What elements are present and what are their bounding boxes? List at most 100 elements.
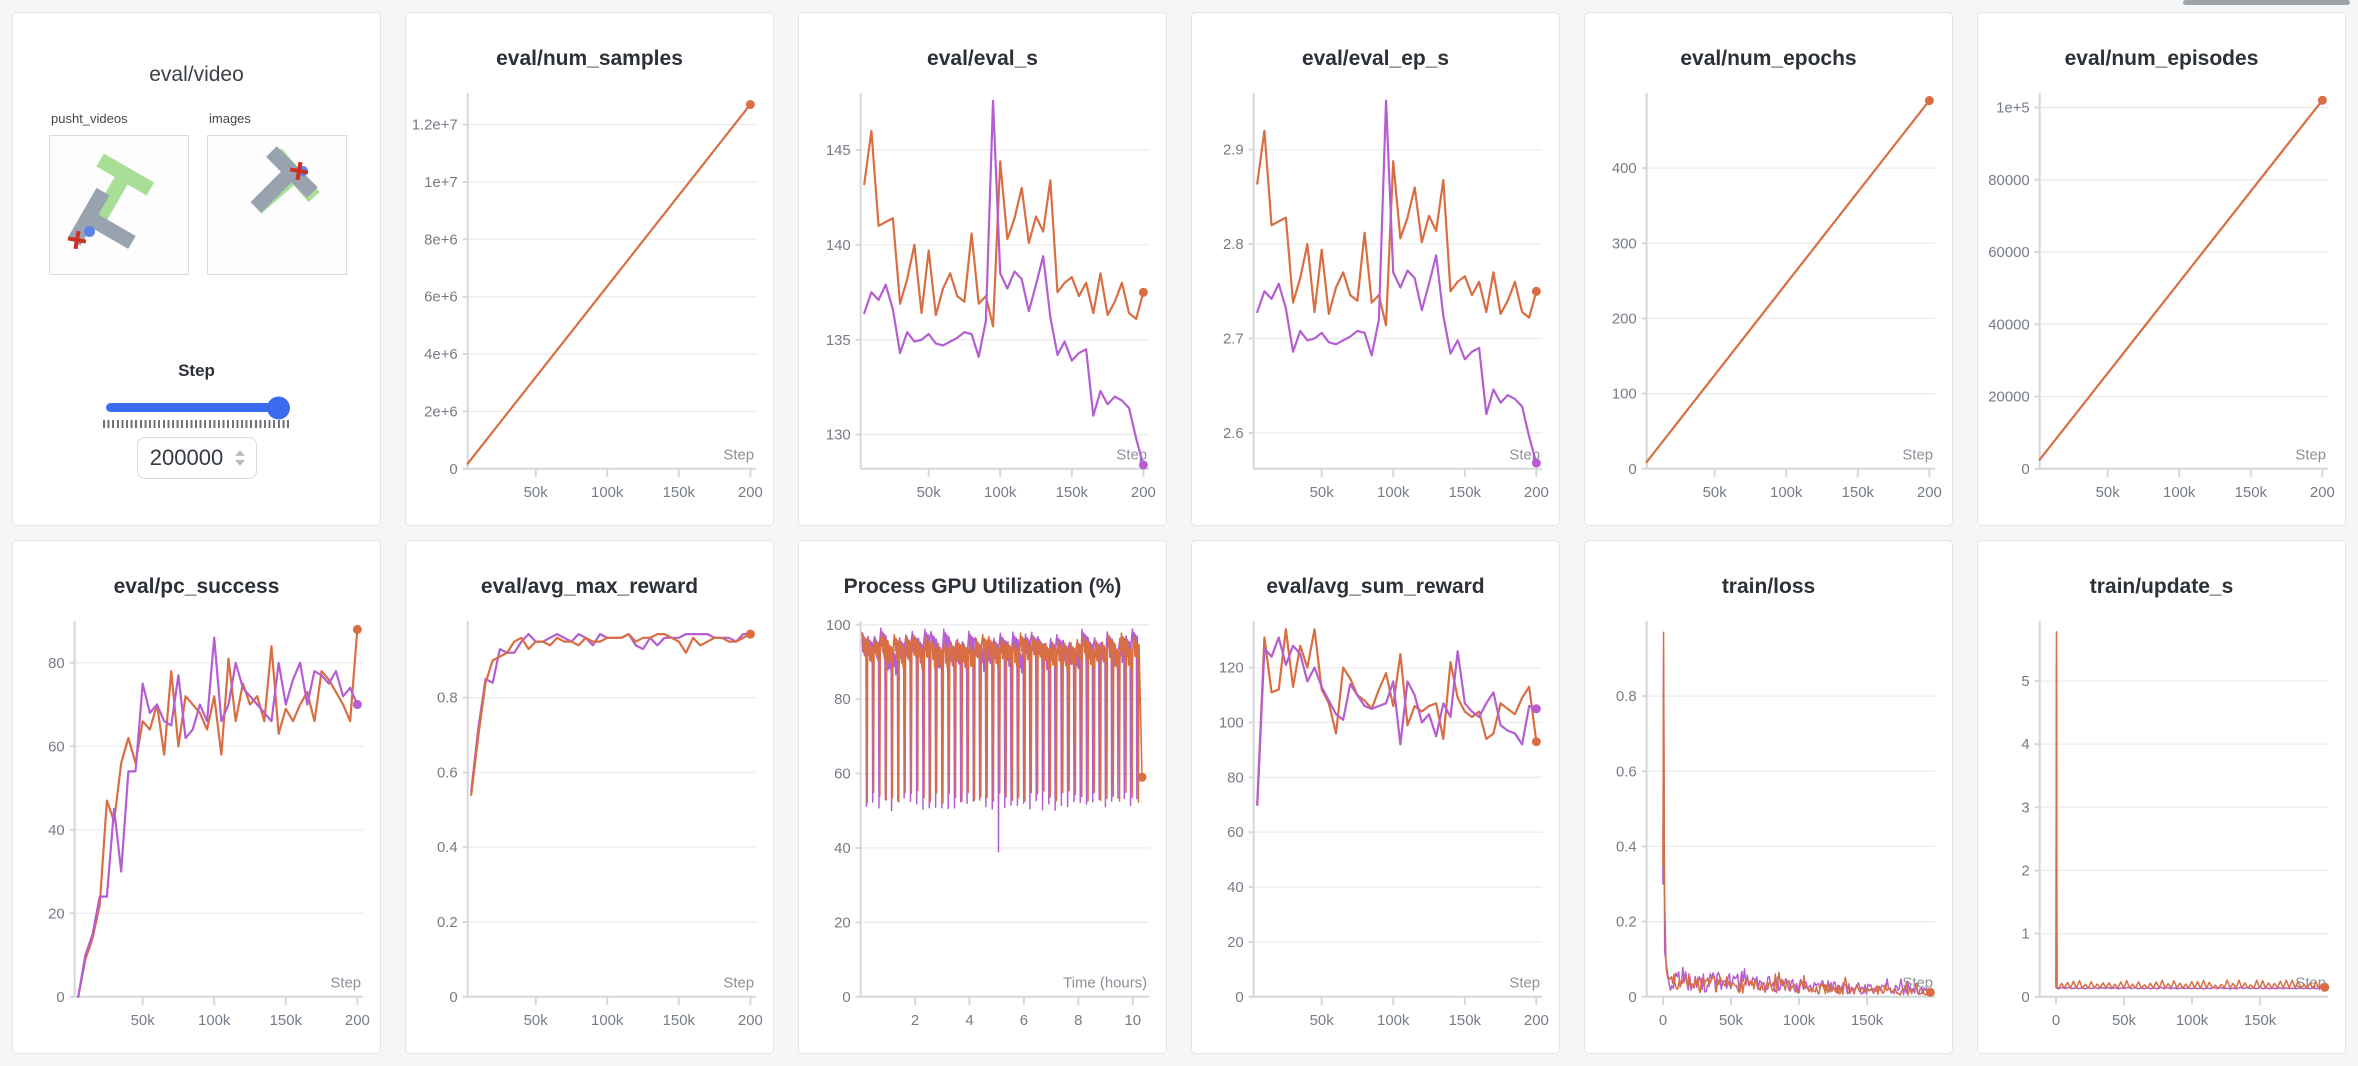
svg-text:50k: 50k	[2096, 484, 2121, 501]
svg-text:50k: 50k	[917, 484, 942, 501]
step-stepper-arrows[interactable]	[234, 450, 247, 468]
svg-text:Step: Step	[723, 447, 754, 464]
svg-text:0.6: 0.6	[1616, 763, 1637, 780]
svg-text:60000: 60000	[1988, 244, 2029, 261]
svg-text:0: 0	[56, 989, 64, 1006]
svg-text:50k: 50k	[1310, 1012, 1335, 1029]
svg-text:4: 4	[2021, 736, 2029, 753]
svg-text:Step: Step	[2295, 447, 2326, 464]
line-chart[interactable]: 0 100 200 300 400 50k 100k 150k 200 Step	[1585, 85, 1952, 517]
panel-eval-video[interactable]: eval/video pusht_videos images Step	[12, 12, 381, 526]
panel-train-update-s[interactable]: train/update_s 0 1 2 3 4 5 0 50k 100k 150k Step	[1977, 540, 2346, 1054]
svg-text:0: 0	[842, 989, 850, 1006]
svg-text:200: 200	[738, 1012, 763, 1029]
video-thumbnail-pusht[interactable]	[49, 135, 189, 275]
svg-text:100k: 100k	[591, 484, 624, 501]
panel-title: eval/avg_max_reward	[480, 575, 699, 598]
svg-text:4e+6: 4e+6	[424, 346, 458, 363]
svg-text:150k: 150k	[1851, 1012, 1884, 1029]
horizontal-scrollbar-thumb[interactable]	[2183, 0, 2350, 5]
svg-text:200: 200	[1131, 484, 1156, 501]
svg-text:150k: 150k	[2235, 484, 2268, 501]
line-chart[interactable]: 0 2e+6 4e+6 6e+6 8e+6 1e+7 1.2e+7 50k 100k 150k 20…	[406, 85, 773, 517]
svg-text:0: 0	[2021, 461, 2029, 478]
svg-text:40: 40	[834, 840, 851, 857]
svg-text:200: 200	[1524, 484, 1549, 501]
svg-text:0: 0	[1659, 1012, 1667, 1029]
svg-text:6: 6	[1020, 1012, 1028, 1029]
svg-text:100k: 100k	[2163, 484, 2196, 501]
svg-text:100: 100	[1612, 386, 1637, 403]
step-slider-ticks	[102, 420, 291, 428]
svg-text:150k: 150k	[663, 484, 696, 501]
svg-text:0: 0	[1628, 461, 1636, 478]
svg-text:50k: 50k	[2112, 1012, 2137, 1029]
panel-eval-pc-success[interactable]: eval/pc_success 0 20 40 60 80 50k 100k 150k 200 St…	[12, 540, 381, 1054]
svg-text:100k: 100k	[1377, 1012, 1410, 1029]
svg-text:2.9: 2.9	[1223, 142, 1244, 159]
svg-text:20: 20	[48, 905, 65, 922]
panel-eval-avg-max-reward[interactable]: eval/avg_max_reward 0 0.2 0.4 0.6 0.8 50k 100k 1…	[405, 540, 774, 1054]
svg-text:50k: 50k	[524, 484, 549, 501]
svg-text:40: 40	[1227, 879, 1244, 896]
svg-text:2: 2	[911, 1012, 919, 1029]
svg-text:0: 0	[2021, 989, 2029, 1006]
svg-text:50k: 50k	[131, 1012, 156, 1029]
svg-text:0.8: 0.8	[1616, 688, 1637, 705]
panel-train-loss[interactable]: train/loss 0 0.2 0.4 0.6 0.8 0 50k 100k 150k Step	[1584, 540, 1953, 1054]
svg-text:1: 1	[2021, 926, 2029, 943]
panel-eval-eval-s[interactable]: eval/eval_s 130 135 140 145 50k 100k 150k 200 Ste…	[798, 12, 1167, 526]
panel-eval-avg-sum-reward[interactable]: eval/avg_sum_reward 0 20 40 60 80 100 120 50k 100…	[1191, 540, 1560, 1054]
svg-text:Step: Step	[723, 975, 754, 992]
svg-text:0.4: 0.4	[1616, 838, 1637, 855]
svg-text:100k: 100k	[2176, 1012, 2209, 1029]
line-chart[interactable]: 0 0.2 0.4 0.6 0.8 50k 100k 150k 200 Step	[406, 613, 773, 1045]
step-slider-thumb[interactable]	[266, 396, 290, 419]
step-slider-label: Step	[178, 361, 215, 380]
step-slider-track[interactable]	[105, 396, 290, 419]
panel-title: eval/eval_s	[927, 47, 1038, 70]
svg-text:50k: 50k	[1703, 484, 1728, 501]
svg-text:100k: 100k	[198, 1012, 231, 1029]
chevron-down-icon[interactable]	[234, 460, 245, 466]
pusht-block-tee	[234, 146, 319, 231]
goal-cross-icon	[67, 230, 88, 251]
panel-title: eval/eval_ep_s	[1301, 47, 1450, 70]
svg-text:10: 10	[1124, 1012, 1141, 1029]
panel-title: eval/video	[149, 63, 244, 86]
svg-text:Step: Step	[1509, 975, 1540, 992]
agent-dot	[84, 226, 95, 237]
panel-eval-num-episodes[interactable]: eval/num_episodes 0 20000 40000 60000 80000 1e…	[1977, 12, 2346, 526]
svg-text:80: 80	[48, 655, 65, 672]
svg-text:0.2: 0.2	[1616, 914, 1637, 931]
svg-text:20000: 20000	[1988, 388, 2029, 405]
thumb-label-images: images	[209, 111, 251, 126]
panel-title: eval/pc_success	[113, 575, 280, 598]
svg-text:2.6: 2.6	[1223, 425, 1244, 442]
goal-cross-icon	[289, 161, 310, 182]
panel-process-gpu-utilization-[interactable]: Process GPU Utilization (%) 0 20 40 60 80 100 2…	[798, 540, 1167, 1054]
svg-text:100k: 100k	[1783, 1012, 1816, 1029]
video-thumbnail-images[interactable]	[207, 135, 347, 275]
panel-eval-num-samples[interactable]: eval/num_samples 0 2e+6 4e+6 6e+6 8e+6 1e+7 1.2…	[405, 12, 774, 526]
svg-text:8e+6: 8e+6	[424, 231, 458, 248]
svg-text:2: 2	[2021, 862, 2029, 879]
svg-text:0: 0	[1628, 989, 1636, 1006]
svg-text:80: 80	[1227, 769, 1244, 786]
chevron-up-icon[interactable]	[234, 450, 245, 456]
svg-text:40000: 40000	[1988, 316, 2029, 333]
panel-eval-eval-ep-s[interactable]: eval/eval_ep_s 2.6 2.7 2.8 2.9 50k 100k 150k 200…	[1191, 12, 1560, 526]
step-value-input[interactable]	[136, 437, 257, 479]
svg-text:100k: 100k	[1377, 484, 1410, 501]
panel-title: eval/num_samples	[496, 47, 683, 70]
line-chart[interactable]: 0 20 40 60 80 100 120 50k 100k 150k 200 Step	[1192, 613, 1559, 1045]
line-chart[interactable]: 0 20000 40000 60000 80000 1e+5 50k 100k 150k 200 S…	[1978, 85, 2345, 517]
svg-text:150k: 150k	[2244, 1012, 2277, 1029]
line-chart[interactable]: 0 20 40 60 80 50k 100k 150k 200 Step	[13, 613, 380, 1045]
line-chart[interactable]: 0 20 40 60 80 100 2 4 6 8 10 Time (hours)	[799, 613, 1166, 1045]
panel-eval-num-epochs[interactable]: eval/num_epochs 0 100 200 300 400 50k 100k 150k 2…	[1584, 12, 1953, 526]
